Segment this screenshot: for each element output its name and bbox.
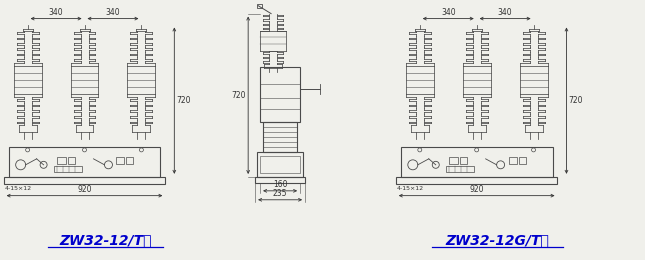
Bar (396, 177, 557, 184)
Bar (257, 152, 303, 177)
Bar (4, 177, 165, 184)
Bar (126, 157, 134, 164)
Bar (260, 68, 300, 122)
Bar (54, 166, 81, 172)
Text: 160: 160 (273, 180, 287, 189)
Text: 340: 340 (49, 8, 63, 17)
Text: ZW32-12/T型: ZW32-12/T型 (59, 233, 152, 247)
Bar (255, 177, 305, 183)
Bar (68, 157, 75, 164)
Bar (263, 122, 297, 152)
Bar (57, 157, 66, 164)
Bar (460, 157, 467, 164)
Text: 920: 920 (470, 185, 484, 194)
Bar (449, 157, 458, 164)
Bar (260, 156, 300, 173)
Text: 4-15×12: 4-15×12 (397, 186, 424, 191)
Text: 720: 720 (568, 96, 583, 105)
Bar (257, 4, 262, 8)
Bar (509, 157, 517, 164)
Text: 340: 340 (106, 8, 120, 17)
Text: 235: 235 (273, 189, 287, 198)
Bar (8, 147, 161, 177)
Text: 720: 720 (176, 96, 191, 105)
Text: 720: 720 (232, 91, 246, 100)
Text: 340: 340 (498, 8, 512, 17)
Text: 340: 340 (441, 8, 455, 17)
Bar (446, 166, 473, 172)
Bar (117, 157, 124, 164)
Text: 4-15×12: 4-15×12 (5, 186, 32, 191)
Text: 920: 920 (77, 185, 92, 194)
Bar (519, 157, 526, 164)
Text: ZW32-12G/T型: ZW32-12G/T型 (446, 233, 550, 247)
Bar (401, 147, 553, 177)
